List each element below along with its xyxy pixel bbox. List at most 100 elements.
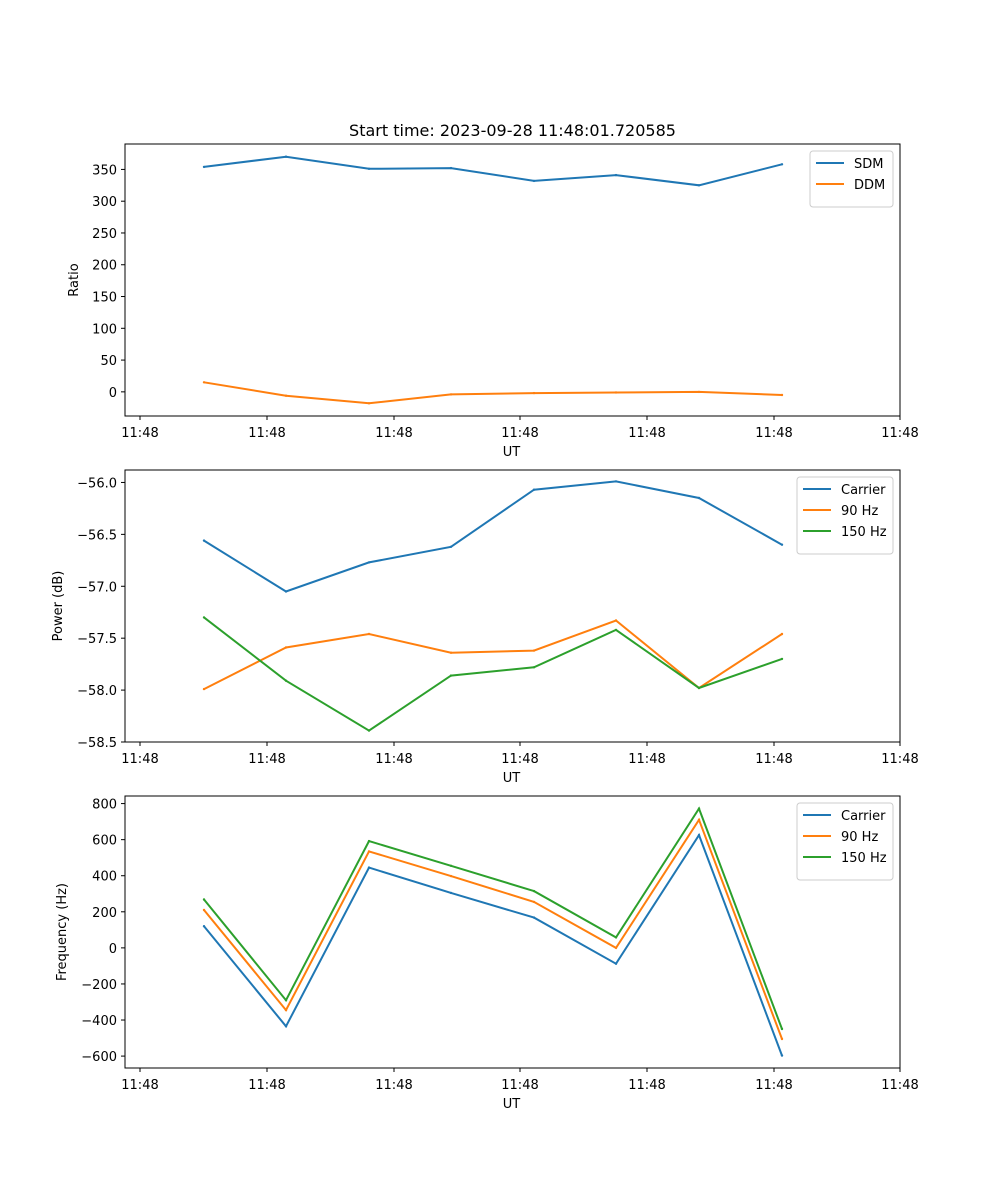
axes-frame [124,469,901,743]
legend-label: Carrier [841,483,886,498]
x-tick-label: 11:48 [501,1078,538,1093]
legend-frame [809,150,894,208]
series-line-ddm [203,381,783,405]
data-point [780,543,784,546]
data-point [284,394,288,397]
data-point [284,1008,288,1012]
data-point [202,539,206,542]
data-point [697,807,701,810]
data-point [697,390,701,394]
legend-frame [796,802,894,881]
y-tick-label: 100 [92,322,117,337]
data-point [284,1025,288,1028]
x-tick-label: 11:48 [121,426,158,441]
y-tick-label: 0 [109,942,117,957]
data-point [614,946,618,950]
data-point [697,833,701,837]
x-tick-label: 11:48 [375,426,412,441]
data-point [780,1054,784,1057]
x-tick-label: 11:48 [881,426,918,441]
data-point [532,666,536,669]
data-point [532,900,536,904]
data-point [697,184,701,187]
data-point [614,173,618,177]
data-point [202,898,206,901]
data-point [780,1037,784,1041]
data-point [367,632,371,636]
series-line-carrier [203,480,783,593]
y-tick-label: 150 [92,291,117,306]
y-tick-label: −200 [81,978,117,993]
data-point [532,179,536,183]
legend-label: DDM [854,178,885,193]
legend-label: 90 Hz [841,830,878,845]
x-tick-label: 11:48 [121,752,158,767]
data-point [202,687,206,691]
data-point [367,850,371,853]
y-axis-label: Frequency (Hz) [55,883,70,981]
series-line-carrier [203,832,783,1056]
x-axis-label: UT [503,445,521,460]
y-tick-label: 800 [92,798,117,813]
y-tick-label: −400 [81,1014,117,1029]
x-tick-label: 11:48 [755,752,792,767]
chart-title: Start time: 2023-09-28 11:48:01.720585 [349,121,676,140]
y-tick-label: −58.5 [77,736,117,751]
data-point [614,628,618,632]
data-point [614,962,618,965]
data-point [614,480,618,483]
data-point [367,167,371,170]
chart-panel-2: 11:48 11:48 11:48 11:48 11:48 11:48 11:48 UT −58… [51,469,919,786]
x-tick-label: 11:48 [375,1078,412,1093]
data-point [780,163,784,166]
data-point [449,393,453,396]
series-line-90-hz [203,619,783,690]
series-line-150-hz [203,616,783,732]
data-point [202,165,206,169]
y-tick-label: 400 [92,870,117,885]
x-tick-label: 11:48 [501,752,538,767]
data-point [532,488,536,491]
x-axis-label: UT [503,771,521,786]
data-point [532,916,536,919]
data-point [284,679,288,682]
y-tick-label: −58.0 [77,684,117,699]
legend: Carrier 90 Hz 150 Hz [796,476,894,555]
data-point [532,649,536,652]
y-tick-label: 300 [92,195,117,210]
y-axis-label: Power (dB) [51,571,66,642]
x-tick-label: 11:48 [248,752,285,767]
data-point [284,646,288,649]
data-point [449,166,453,170]
x-tick-label: 11:48 [248,426,285,441]
y-tick-label: 250 [92,227,117,242]
data-point [449,651,453,654]
y-tick-label: −56.0 [77,476,117,491]
data-point [367,839,371,843]
data-point [449,674,453,677]
x-tick-label: 11:48 [375,752,412,767]
data-point [697,686,701,690]
data-point [202,908,206,912]
x-tick-label: 11:48 [501,426,538,441]
legend-label: 150 Hz [841,525,887,540]
data-point [202,381,206,384]
legend-label: 90 Hz [841,504,878,519]
x-tick-label: 11:48 [755,1078,792,1093]
y-tick-label: 0 [109,386,117,401]
data-point [780,657,784,661]
data-point [367,402,371,405]
chart-panel-1: Start time: 2023-09-28 11:48:01.720585 11… [67,121,919,460]
y-tick-label: −56.5 [77,528,117,543]
data-point [449,864,453,867]
series-line-90-hz [203,817,783,1040]
axes-frame [124,143,901,417]
x-tick-label: 11:48 [881,752,918,767]
data-point [532,889,536,893]
chart-panel-3: 11:48 11:48 11:48 11:48 11:48 11:48 11:48 UT −60… [55,795,919,1112]
legend-frame [796,476,894,555]
legend-label: Carrier [841,809,886,824]
data-point [449,891,453,895]
data-point [614,391,618,394]
